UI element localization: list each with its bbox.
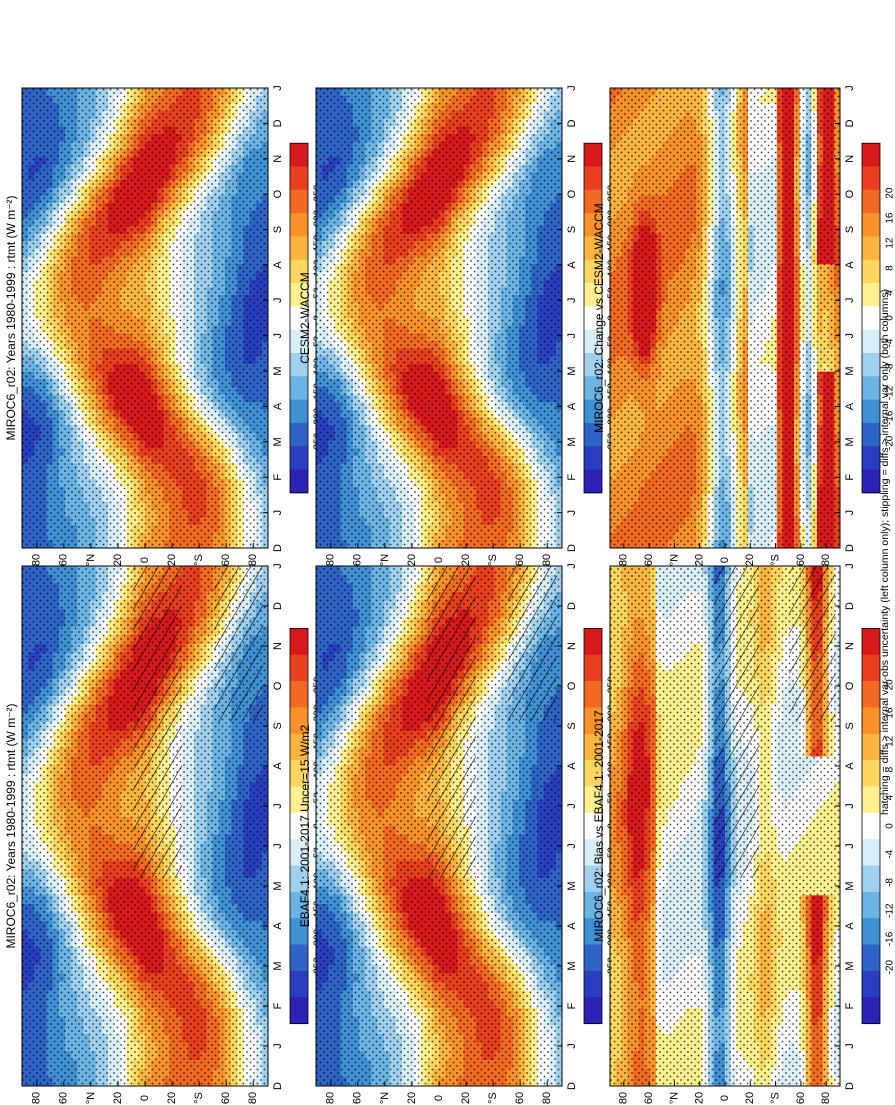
colorbar-frame (289, 628, 309, 1025)
hatching (507, 566, 558, 722)
colorbar-swatch (584, 839, 602, 867)
colorbar-swatch (290, 944, 308, 972)
colorbar-swatch (290, 865, 308, 893)
month-label: J (566, 843, 578, 849)
heatmap-1 (316, 566, 562, 1086)
month-label: M (272, 881, 284, 890)
month-label: S (272, 722, 284, 729)
colorbar-swatch (290, 812, 308, 840)
colorbar-swatch (290, 733, 308, 761)
month-label: D (272, 602, 284, 610)
colorbar-swatch (584, 970, 602, 998)
colorbar-swatch (290, 839, 308, 867)
month-label: J (566, 1043, 578, 1049)
month-label: M (566, 961, 578, 970)
lat-label: °N (379, 1092, 391, 1104)
lat-label: 0 (433, 1095, 445, 1101)
lat-label: 20 (460, 1092, 472, 1104)
lat-label: °S (193, 1092, 205, 1104)
hatching (132, 566, 182, 878)
colorbar-swatch (584, 733, 602, 761)
lat-label: 20 (166, 1092, 178, 1104)
month-label: J (272, 843, 284, 849)
lat-label: 80 (541, 1092, 553, 1104)
colorbar-swatch (584, 944, 602, 972)
panels-layer: D J F M A M J J A S O N D J 80 60 °N 20 0 20 °S 60 80 MIROC6_r0… (4, 85, 895, 1104)
colorbar-swatch (290, 760, 308, 787)
month-label: A (272, 762, 284, 770)
colorbar-swatch (290, 654, 308, 682)
month-label: O (566, 681, 578, 690)
colorbar-swatch (584, 786, 602, 814)
month-label: J (566, 803, 578, 809)
month-label: F (566, 1002, 578, 1009)
month-label: J (272, 803, 284, 809)
heatmap-2 (610, 566, 840, 1086)
colorbar-swatch (584, 760, 602, 787)
month-label: A (272, 922, 284, 930)
month-label: O (272, 681, 284, 690)
colorbar-swatch (290, 681, 308, 708)
panel-title: EBAF4.1: 2001-2017 Uncer=15 W/m2 (298, 724, 312, 927)
panel-1: D J F M A M J J A S O N D J 80 60 °N 20 0 20 °S 60 80 EBAF4.1: … (298, 563, 617, 1104)
lat-label: 60 (220, 1092, 232, 1104)
heatmap-0 (22, 566, 268, 1086)
lat-label: 80 (31, 1092, 43, 1104)
month-label: D (566, 1082, 578, 1090)
colorbar-swatch (290, 891, 308, 919)
lat-label: 20 (112, 1092, 124, 1104)
lat-label: 80 (325, 1092, 337, 1104)
hatching (426, 566, 476, 878)
month-label: D (566, 602, 578, 610)
month-label: M (272, 961, 284, 970)
month-label: S (566, 722, 578, 729)
month-label: N (272, 642, 284, 650)
lat-label: °N (85, 1092, 97, 1104)
lat-label: 0 (139, 1095, 151, 1101)
panel-0: D J F M A M J J A S O N D J 80 60 °N 20 0 20 °S 60 80 MIROC6_r0… (4, 563, 323, 1104)
lat-label: 80 (247, 1092, 259, 1104)
colorbar-swatch (290, 970, 308, 998)
lat-label: 60 (514, 1092, 526, 1104)
colorbar-swatch (290, 997, 308, 1025)
lat-label: 20 (406, 1092, 418, 1104)
colorbar-swatch (584, 997, 602, 1025)
month-label: J (272, 1043, 284, 1049)
month-label: F (272, 1002, 284, 1009)
month-label: A (566, 762, 578, 770)
colorbar-swatch (584, 891, 602, 919)
colorbar-swatch (584, 865, 602, 893)
panel-title: MIROC6_r02: Years 1980-1999 : rtmt (W m⁻… (4, 703, 18, 948)
month-label: N (566, 642, 578, 650)
lat-label: 60 (352, 1092, 364, 1104)
colorbar-swatch (584, 918, 602, 946)
lat-label: 60 (58, 1092, 70, 1104)
month-label: J (272, 563, 284, 569)
hatching (213, 566, 264, 722)
colorbar-swatch (584, 812, 602, 840)
colorbar-swatch (584, 628, 602, 656)
colorbar-swatch (290, 707, 308, 735)
colorbar-swatch (584, 707, 602, 735)
colorbar-swatch (290, 786, 308, 814)
colorbar-swatch (584, 654, 602, 682)
month-label: D (272, 1082, 284, 1090)
month-label: A (566, 922, 578, 930)
colorbar-swatch (290, 918, 308, 946)
colorbar-swatch (584, 681, 602, 708)
colorbar-swatch (290, 628, 308, 656)
colorbar-frame (583, 628, 603, 1025)
lat-label: °S (487, 1092, 499, 1104)
month-label: M (566, 881, 578, 890)
month-label: J (566, 563, 578, 569)
